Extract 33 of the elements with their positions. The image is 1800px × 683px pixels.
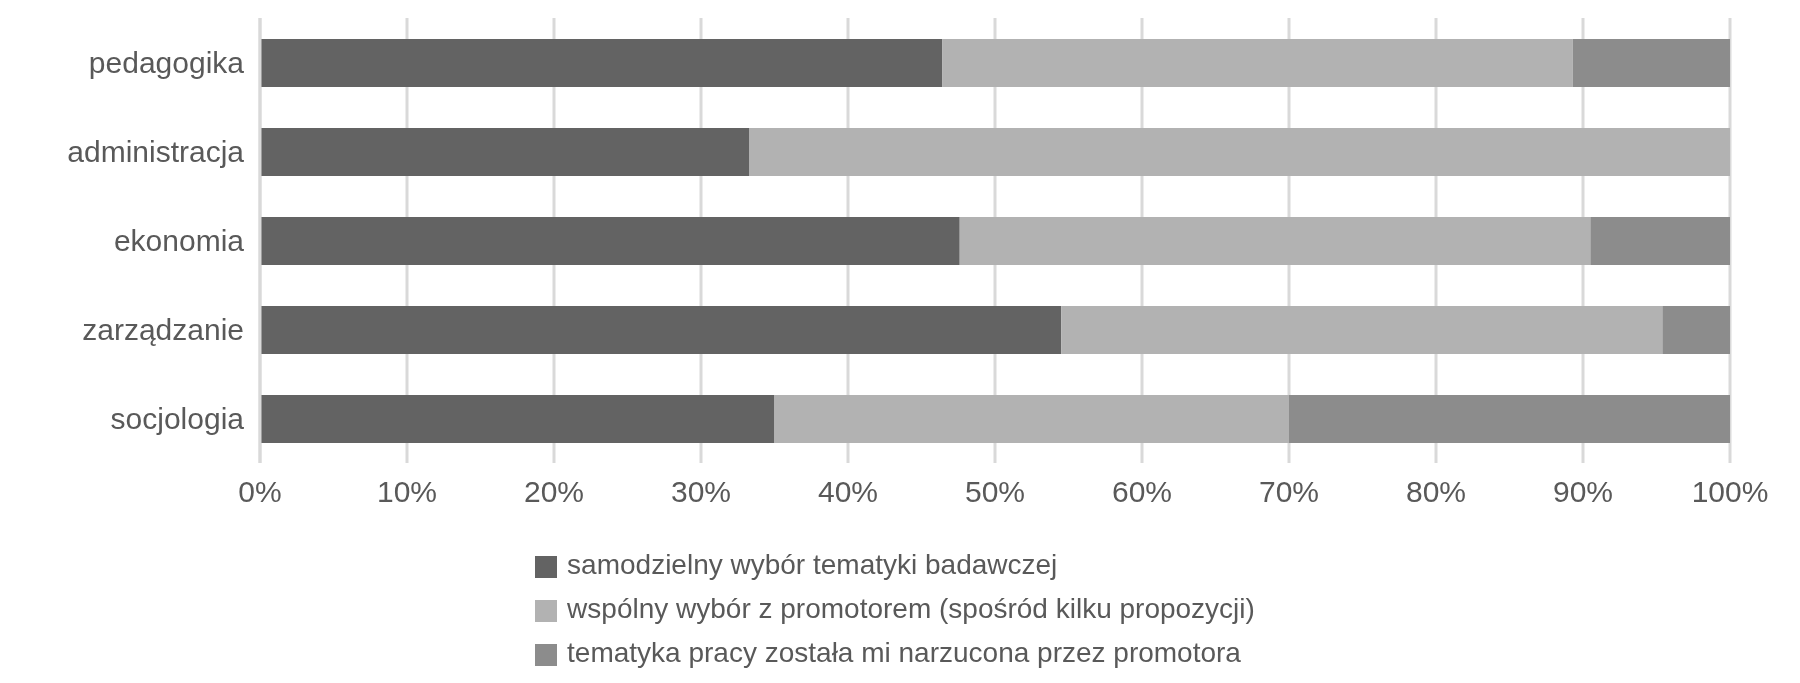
x-tick-label: 40% xyxy=(817,475,879,509)
legend-label: tematyka pracy została mi narzucona przez promotora xyxy=(567,637,1241,668)
bar xyxy=(959,217,1591,265)
x-tick-label: 70% xyxy=(1258,475,1320,509)
y-tick-label: ekonomia xyxy=(113,224,245,258)
bar xyxy=(749,128,1730,176)
y-tick-label: zarządzanie xyxy=(82,313,244,347)
x-tick-label: 80% xyxy=(1405,475,1467,509)
x-tick-label: 30% xyxy=(670,475,732,509)
x-tick-label: 100% xyxy=(1691,475,1769,509)
y-tick-label: pedagogika xyxy=(88,46,245,80)
x-tick-label: 60% xyxy=(1111,475,1173,509)
legend-label: wspólny wybór z promotorem (spośród kilku propozycji) xyxy=(567,593,1255,624)
x-tick-label: 20% xyxy=(523,475,585,509)
y-tick-label: socjologia xyxy=(110,402,245,436)
legend-label: samodzielny wybór tematyki badawczej xyxy=(567,549,1058,580)
bar xyxy=(260,395,775,443)
bar xyxy=(260,306,1062,354)
x-tick-label: 0% xyxy=(238,475,282,509)
x-tick-label: 50% xyxy=(964,475,1026,509)
bar xyxy=(1289,395,1730,443)
bar xyxy=(942,39,1573,87)
bar xyxy=(260,39,943,87)
bar xyxy=(1572,39,1730,87)
bar xyxy=(774,395,1289,443)
y-tick-label: administracja xyxy=(67,135,245,169)
bar xyxy=(1061,306,1663,354)
bar xyxy=(260,128,750,176)
bar xyxy=(260,217,960,265)
bar xyxy=(1590,217,1730,265)
x-tick-label: 10% xyxy=(376,475,438,509)
bar xyxy=(1662,306,1730,354)
x-tick-label: 90% xyxy=(1552,475,1614,509)
